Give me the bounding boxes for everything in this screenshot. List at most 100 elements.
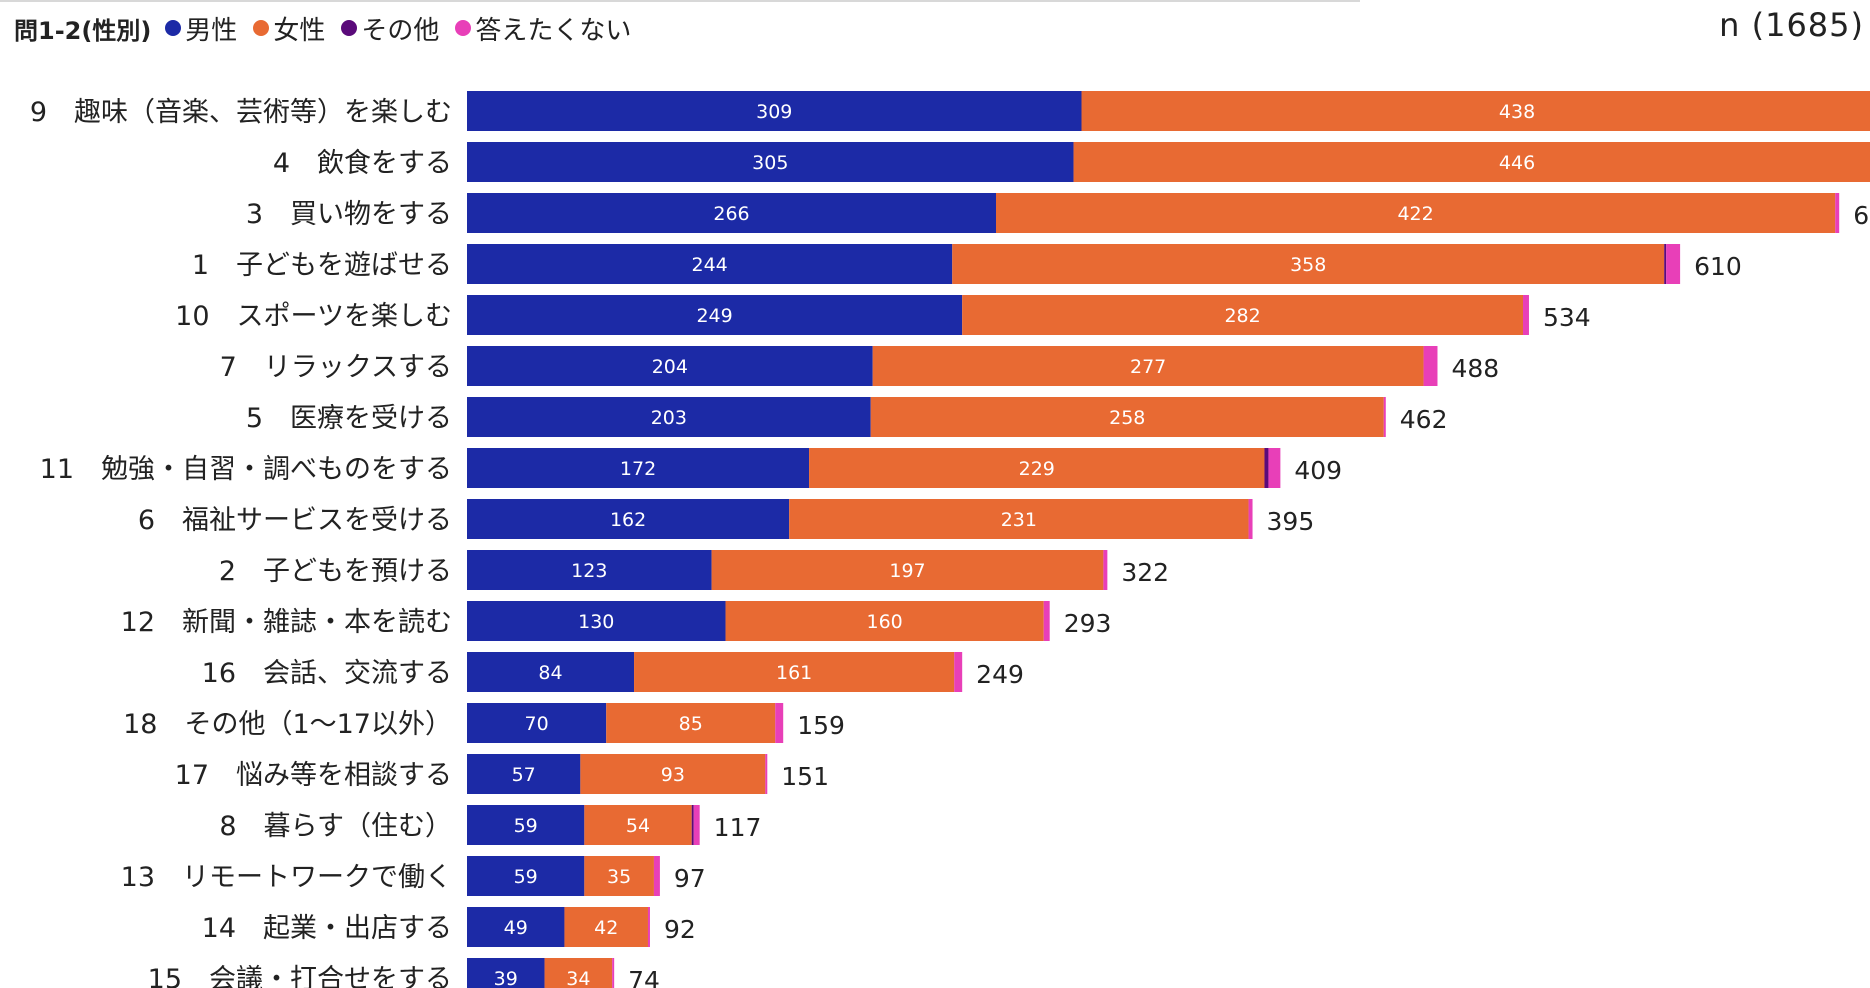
sample-size-label: n (1685) <box>1719 6 1864 44</box>
bar-segment-male <box>467 244 953 284</box>
segment-value-label: 70 <box>525 713 549 735</box>
bar-segment-female <box>1073 142 1870 182</box>
total-value-label: 610 <box>1694 252 1742 281</box>
segment-value-label: 258 <box>1109 407 1145 429</box>
bar-segment-no-answer <box>1248 499 1253 539</box>
bar-segment-no-answer <box>1522 295 1529 335</box>
category-label: 9 趣味（音楽、芸術等）を楽しむ <box>30 97 452 128</box>
segment-value-label: 84 <box>538 662 562 684</box>
bar-segment-male <box>467 856 585 896</box>
bar-segment-male <box>467 958 545 988</box>
bar-segment-female <box>711 550 1104 590</box>
segment-value-label: 277 <box>1130 356 1166 378</box>
bar-segment-male <box>467 550 712 590</box>
legend-label: 男性 <box>185 15 238 46</box>
bar-segment-no-answer <box>1103 550 1108 590</box>
category-label: 12 新聞・雑誌・本を読む <box>121 607 452 638</box>
segment-value-label: 446 <box>1499 152 1535 174</box>
segment-value-label: 249 <box>696 305 732 327</box>
bar-segment-female <box>564 907 648 947</box>
legend-label: 答えたくない <box>475 15 632 46</box>
total-value-label: 117 <box>714 813 762 842</box>
legend-dot-icon <box>455 20 472 36</box>
total-value-label: 690 <box>1853 201 1870 230</box>
bar-segment-female <box>725 601 1044 641</box>
segment-value-label: 204 <box>652 356 688 378</box>
legend-item-2: その他 <box>341 10 439 47</box>
total-value-label: 249 <box>976 660 1024 689</box>
segment-value-label: 266 <box>713 203 749 225</box>
total-value-label: 293 <box>1064 609 1112 638</box>
category-label: 18 その他（1～17以外） <box>123 709 452 740</box>
bar-segment-no-answer <box>775 703 784 743</box>
total-value-label: 322 <box>1121 558 1169 587</box>
legend-dot-icon <box>165 20 182 36</box>
bar-segment-female <box>872 346 1424 386</box>
segment-value-label: 161 <box>776 662 812 684</box>
chart-header: 問1-2(性別) 男性 女性 その他 答えたくない <box>14 8 631 48</box>
bar-segment-other <box>1264 448 1269 488</box>
category-label: 4 飲食をする <box>273 148 452 179</box>
bar-segment-female <box>809 448 1265 488</box>
category-label: 6 福祉サービスを受ける <box>138 505 452 536</box>
bar-segment-male <box>467 295 963 335</box>
total-value-label: 151 <box>781 762 829 791</box>
segment-value-label: 34 <box>566 968 590 988</box>
bar-segment-no-answer <box>1043 601 1050 641</box>
bar-segment-other <box>691 805 694 845</box>
segment-value-label: 85 <box>679 713 703 735</box>
bar-segment-female <box>962 295 1523 335</box>
bar-segment-male <box>467 652 635 692</box>
total-value-label: 462 <box>1400 405 1448 434</box>
bar-segment-no-answer <box>1666 244 1681 284</box>
segment-value-label: 172 <box>620 458 656 480</box>
total-value-label: 97 <box>674 864 706 893</box>
question-title: 問1-2(性別) <box>14 16 152 45</box>
category-label: 17 悩み等を相談する <box>175 760 452 791</box>
segment-value-label: 438 <box>1499 101 1535 123</box>
segment-value-label: 49 <box>504 917 528 939</box>
segment-value-label: 422 <box>1397 203 1433 225</box>
top-divider <box>0 0 1360 2</box>
legend-dot-icon <box>253 20 270 36</box>
category-label: 1 子どもを遊ばせる <box>192 250 452 281</box>
total-value-label: 395 <box>1267 507 1315 536</box>
bar-segment-female <box>995 193 1836 233</box>
total-value-label: 534 <box>1543 303 1591 332</box>
segment-value-label: 305 <box>752 152 788 174</box>
bar-segment-female <box>584 805 692 845</box>
bar-segment-no-answer <box>1423 346 1438 386</box>
segment-value-label: 160 <box>866 611 902 633</box>
segment-value-label: 42 <box>594 917 618 939</box>
legend-item-0: 男性 <box>165 10 237 47</box>
legend-item-1: 女性 <box>253 10 325 47</box>
segment-value-label: 162 <box>610 509 646 531</box>
segment-value-label: 309 <box>756 101 792 123</box>
total-value-label: 159 <box>797 711 845 740</box>
total-value-label: 92 <box>664 915 696 944</box>
category-label: 11 勉強・自習・調べものをする <box>40 454 452 485</box>
segment-value-label: 282 <box>1224 305 1260 327</box>
bar-segment-female <box>580 754 766 794</box>
segment-value-label: 54 <box>626 815 650 837</box>
bar-segment-no-answer <box>1835 193 1840 233</box>
bar-segment-male <box>467 703 607 743</box>
category-label: 15 会議・打合せをする <box>148 964 452 988</box>
bar-segment-no-answer <box>765 754 768 794</box>
bar-segment-male <box>467 499 790 539</box>
bar-segment-female <box>1081 91 1870 131</box>
segment-value-label: 358 <box>1290 254 1326 276</box>
bar-segment-female <box>584 856 654 896</box>
category-label: 13 リモートワークで働く <box>121 862 452 893</box>
bar-segment-no-answer <box>954 652 963 692</box>
segment-value-label: 197 <box>889 560 925 582</box>
bar-segment-male <box>467 907 565 947</box>
bar-segment-female <box>870 397 1384 437</box>
total-value-label: 488 <box>1451 354 1499 383</box>
category-label: 5 医療を受ける <box>246 403 452 434</box>
bar-segment-female <box>606 703 776 743</box>
segment-value-label: 123 <box>571 560 607 582</box>
bar-segment-male <box>467 397 871 437</box>
total-value-label: 409 <box>1294 456 1342 485</box>
